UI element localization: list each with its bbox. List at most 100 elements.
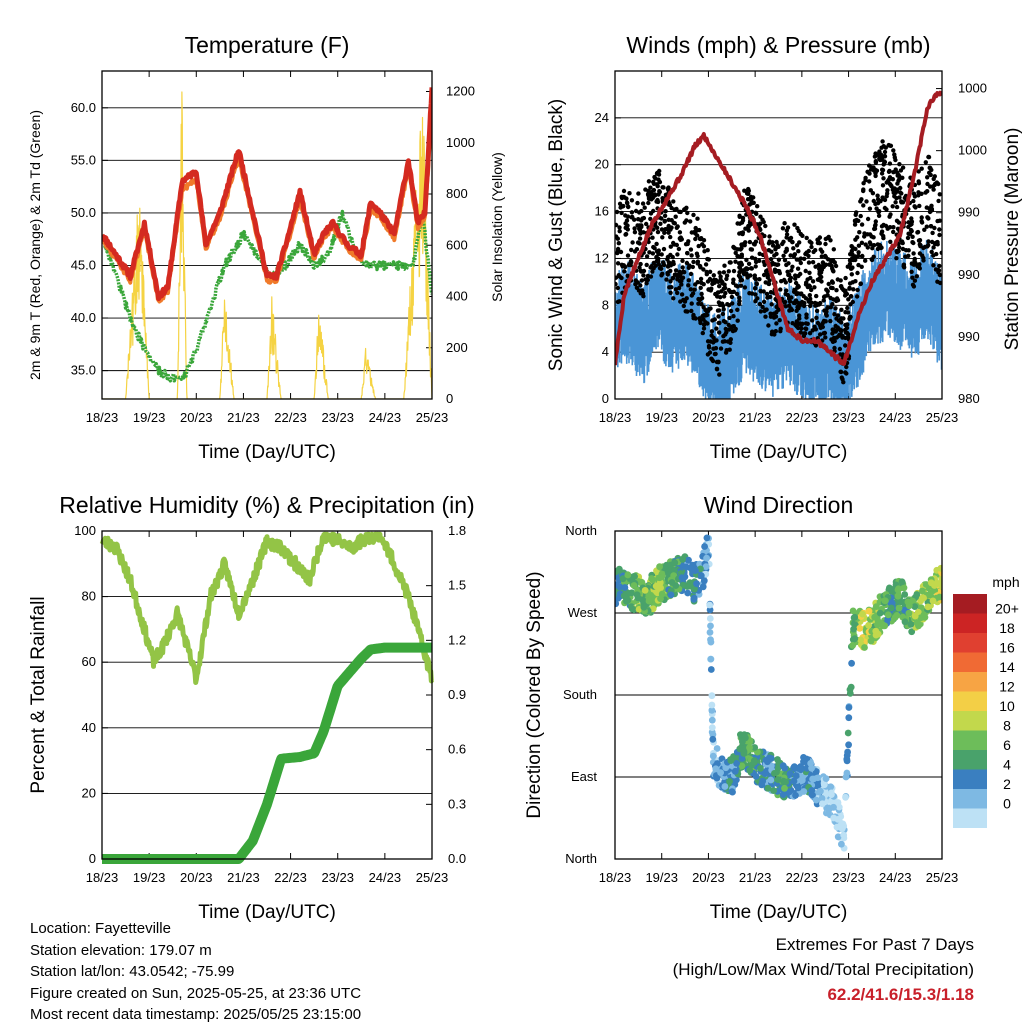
direction-point — [818, 795, 826, 802]
gust-point — [709, 329, 715, 334]
direction-point — [845, 704, 853, 711]
legend-label: 18 — [999, 620, 1015, 636]
gust-point — [828, 318, 833, 324]
gust-point — [879, 224, 885, 229]
gust-point — [766, 323, 771, 328]
gust-point — [676, 246, 682, 252]
gust-point — [801, 303, 807, 309]
gust-point — [644, 281, 649, 286]
gust-point — [911, 240, 916, 246]
gust-point — [871, 243, 877, 248]
gust-point — [859, 240, 865, 245]
gust-point — [671, 259, 676, 265]
gust-point — [776, 257, 782, 262]
legend-swatch — [953, 750, 987, 770]
direction-point — [758, 781, 766, 789]
gust-point — [728, 260, 733, 265]
series-total-rainfall — [98, 642, 436, 864]
gust-point — [829, 337, 834, 342]
direction-point — [630, 582, 638, 589]
direction-point — [929, 597, 937, 605]
direction-point — [895, 604, 903, 612]
gust-point — [882, 149, 888, 155]
gust-point — [894, 218, 900, 223]
legend-swatch — [953, 711, 987, 731]
gust-point — [722, 263, 727, 268]
direction-point — [779, 791, 787, 798]
recent-text: Most recent data timestamp: 2025/05/25 2… — [30, 1006, 362, 1023]
gust-point — [729, 294, 735, 300]
direction-point — [708, 701, 716, 709]
gust-point — [909, 219, 915, 224]
direction-point — [913, 619, 921, 627]
gust-point — [660, 235, 665, 240]
gust-point — [825, 292, 830, 298]
direction-point — [702, 563, 710, 570]
gust-point — [903, 254, 908, 259]
gust-point — [869, 257, 875, 263]
station-info: Location: Fayetteville Station elevation… — [30, 918, 361, 1026]
gust-point — [926, 154, 932, 160]
gust-point — [858, 213, 863, 219]
direction-point — [708, 692, 716, 700]
gust-point — [642, 205, 647, 210]
gust-point — [936, 198, 941, 204]
gust-point — [937, 232, 942, 238]
gust-point — [894, 204, 900, 210]
gust-point — [726, 269, 731, 274]
legend-swatch — [953, 652, 987, 672]
gust-point — [721, 294, 727, 299]
gust-point — [817, 275, 823, 281]
gust-point — [894, 250, 900, 255]
legend-label: 16 — [999, 640, 1015, 656]
gust-point — [846, 297, 851, 302]
gust-point — [875, 152, 880, 157]
gust-point — [616, 241, 621, 246]
gust-point — [701, 317, 706, 322]
gust-point — [757, 277, 762, 282]
gust-point — [899, 191, 904, 196]
legend-label: 2 — [1003, 776, 1011, 792]
gust-point — [717, 284, 722, 289]
gust-point — [659, 227, 665, 232]
gust-point — [876, 209, 881, 214]
gust-point — [781, 253, 786, 258]
gust-point — [777, 269, 782, 274]
gust-point — [797, 316, 802, 321]
y-tick-label: 80 — [82, 589, 96, 604]
gust-point — [773, 329, 778, 334]
gust-point — [689, 230, 694, 235]
gust-point — [746, 186, 751, 192]
gust-point — [783, 304, 789, 309]
gust-point — [684, 296, 689, 301]
gust-point — [817, 266, 823, 271]
gust-point — [789, 268, 794, 273]
created-text: Figure created on Sun, 2025-05-25, at 23… — [30, 984, 362, 1002]
gust-point — [699, 236, 704, 241]
x-tick-label: 19/23 — [645, 410, 678, 425]
gust-point — [678, 209, 683, 215]
direction-point — [712, 765, 720, 773]
gust-point — [679, 282, 684, 287]
direction-point — [865, 607, 873, 615]
gust-point — [761, 299, 767, 304]
direction-point — [658, 590, 666, 598]
gust-point — [891, 225, 896, 230]
direction-point — [911, 603, 919, 610]
direction-point — [905, 609, 913, 617]
direction-point — [836, 822, 844, 830]
gust-point — [830, 285, 835, 291]
gust-point — [817, 271, 822, 277]
gust-point — [695, 261, 700, 266]
gust-point — [675, 272, 680, 277]
gust-point — [891, 170, 896, 175]
gust-point — [886, 142, 891, 148]
gust-point — [665, 257, 670, 262]
gust-point — [717, 372, 722, 377]
gust-point — [644, 262, 649, 268]
gust-point — [790, 321, 795, 326]
gust-point — [651, 187, 657, 193]
gust-point — [621, 188, 627, 194]
gust-point — [853, 279, 858, 284]
direction-point — [746, 744, 753, 752]
